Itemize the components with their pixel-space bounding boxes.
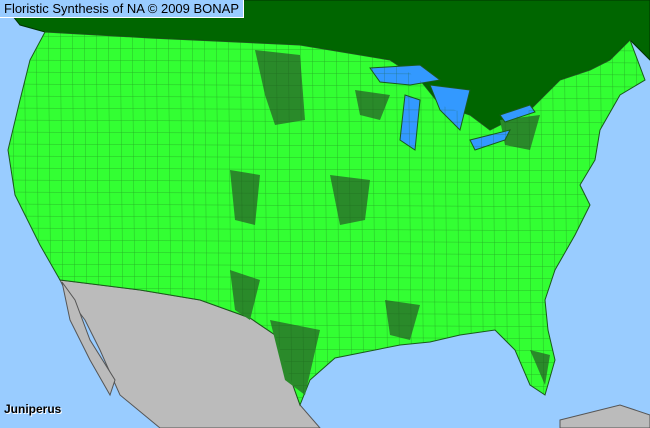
baja-peninsula [61, 281, 116, 397]
map-title: Floristic Synthesis of NA © 2009 BONAP [0, 0, 245, 18]
dark-county-patches [230, 50, 550, 395]
cuba-island [559, 404, 650, 428]
great-lakes [369, 64, 536, 151]
taxon-label: Juniperus [4, 402, 62, 416]
